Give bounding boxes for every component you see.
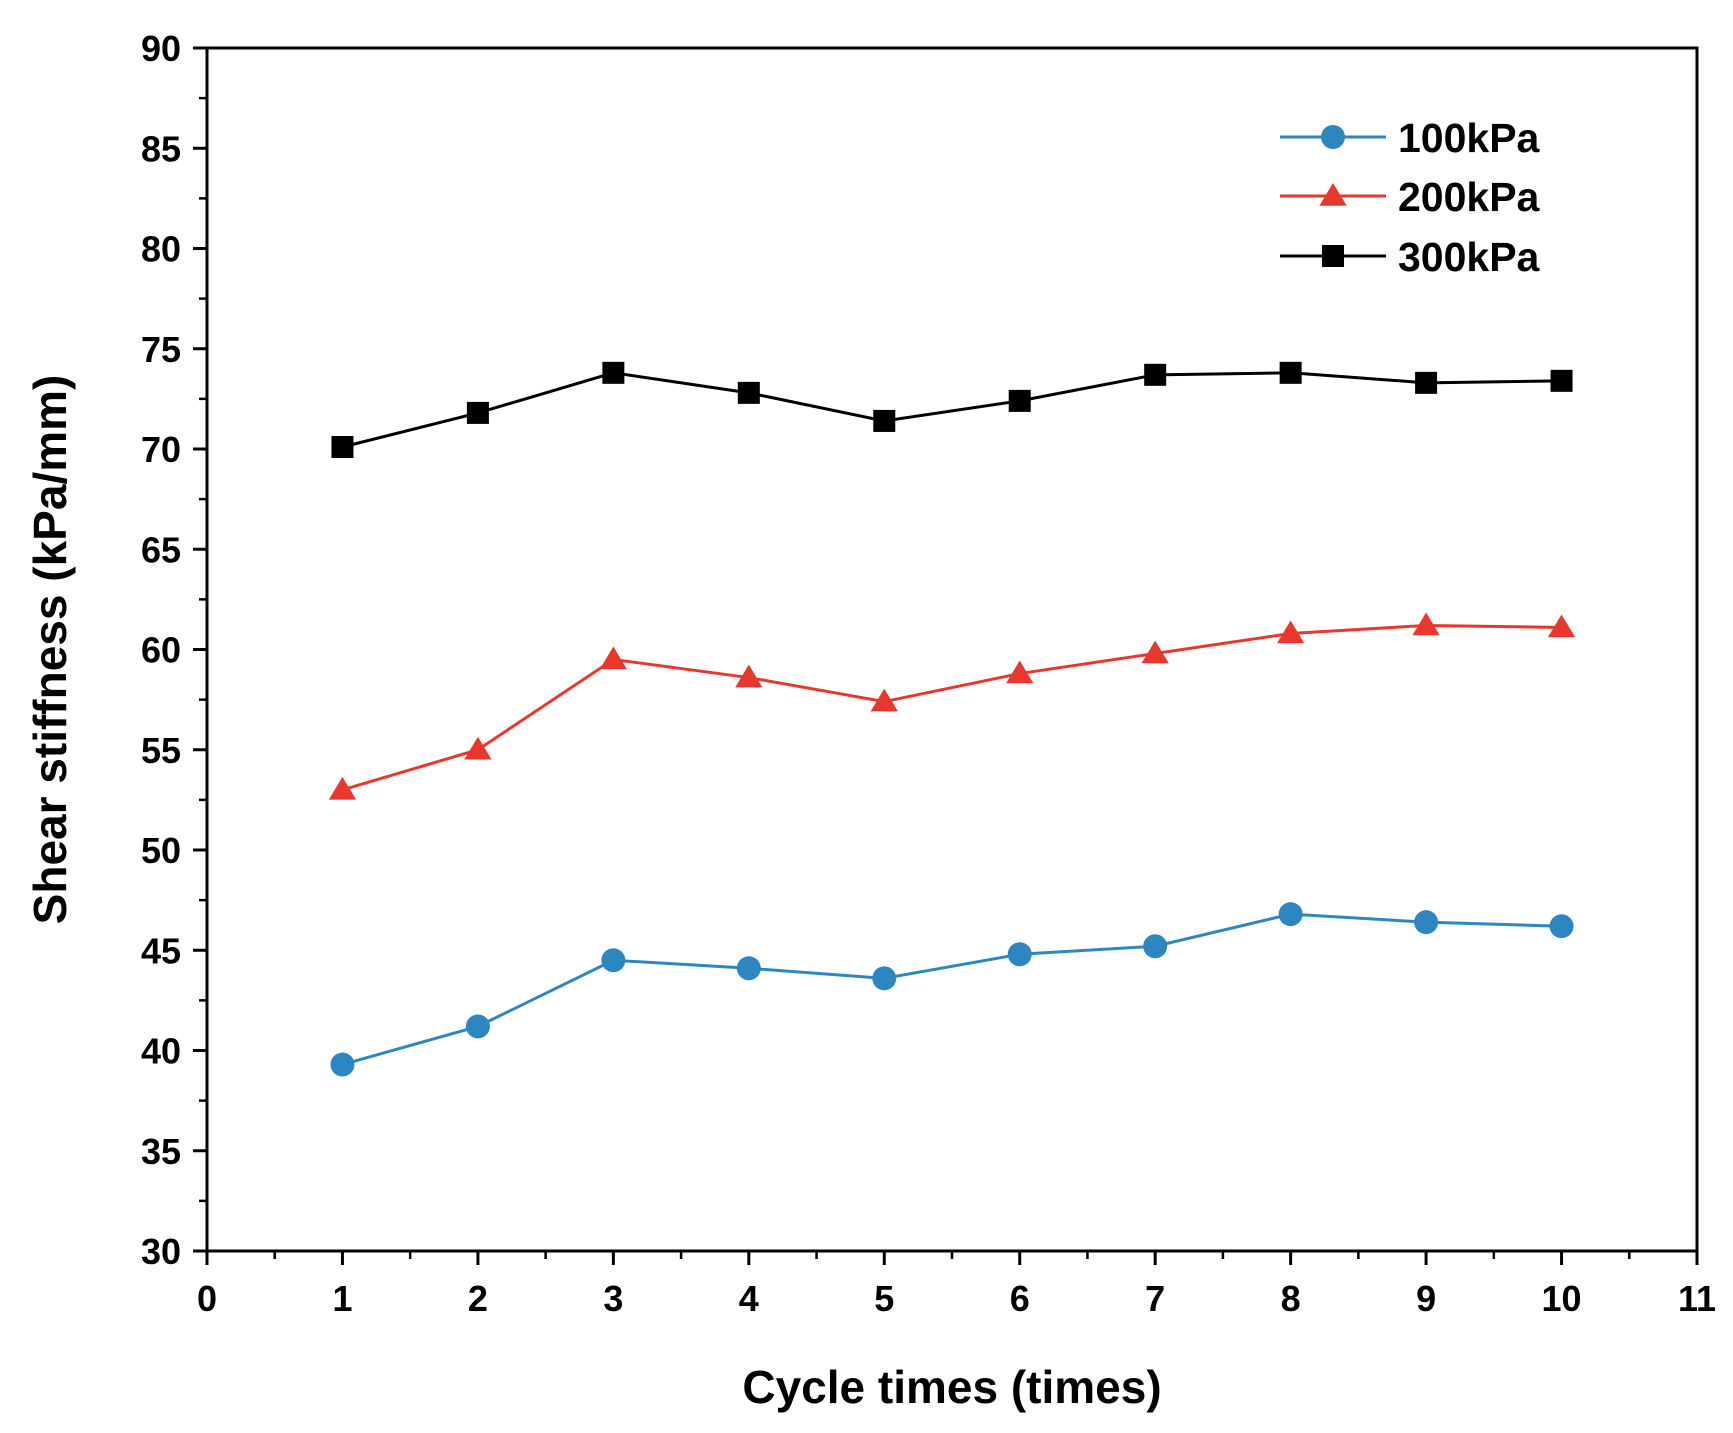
x-axis: 0 1 2 3 4 5 6 7 8 9 10 11 bbox=[197, 1251, 1716, 1319]
legend-item-300kPa: 300kPa bbox=[1280, 234, 1541, 280]
series-layer bbox=[328, 361, 1576, 1077]
x-tick-label: 8 bbox=[1281, 1278, 1301, 1319]
data-point-100kPa bbox=[601, 948, 626, 973]
data-point-300kPa bbox=[1144, 363, 1167, 386]
y-tick-label: 75 bbox=[141, 329, 181, 370]
data-point-300kPa bbox=[602, 361, 625, 384]
data-point-200kPa bbox=[870, 688, 898, 712]
data-point-200kPa bbox=[599, 646, 628, 670]
x-tick-label: 5 bbox=[874, 1278, 894, 1319]
y-axis: 30 35 40 45 50 55 60 65 70 75 80 85 90 bbox=[141, 28, 207, 1272]
x-tick-label: 4 bbox=[739, 1278, 759, 1319]
x-tick-label: 2 bbox=[468, 1278, 488, 1319]
data-point-300kPa bbox=[873, 409, 896, 432]
x-tick-label: 6 bbox=[1010, 1278, 1030, 1319]
y-tick-label: 60 bbox=[141, 630, 181, 671]
data-point-100kPa bbox=[1278, 902, 1303, 927]
y-tick-label: 90 bbox=[141, 28, 181, 69]
data-point-200kPa bbox=[1412, 612, 1440, 636]
y-tick-label: 80 bbox=[141, 229, 181, 270]
y-axis-title: Shear stiffness (kPa/mm) bbox=[24, 375, 76, 925]
data-point-100kPa bbox=[330, 1052, 355, 1077]
x-tick-label: 3 bbox=[603, 1278, 623, 1319]
legend: 100kPa 200kPa 300kPa bbox=[1280, 115, 1541, 280]
x-tick-label: 11 bbox=[1678, 1278, 1716, 1319]
data-point-100kPa bbox=[1143, 934, 1168, 959]
legend-marker-circle bbox=[1321, 125, 1345, 149]
x-tick-label: 9 bbox=[1416, 1278, 1436, 1319]
data-point-200kPa bbox=[735, 664, 763, 688]
data-point-200kPa bbox=[328, 776, 357, 800]
data-point-100kPa bbox=[465, 1014, 490, 1039]
data-point-300kPa bbox=[331, 435, 354, 458]
y-tick-label: 30 bbox=[141, 1231, 181, 1272]
data-point-100kPa bbox=[1414, 910, 1439, 935]
data-point-300kPa bbox=[1279, 361, 1302, 384]
y-tick-label: 50 bbox=[141, 830, 181, 871]
series-200kPa bbox=[328, 612, 1576, 800]
y-tick-label: 55 bbox=[141, 730, 181, 771]
data-point-100kPa bbox=[1549, 914, 1574, 939]
x-axis-title: Cycle times (times) bbox=[742, 1361, 1161, 1413]
series-line-300kPa bbox=[342, 371, 1562, 449]
y-tick-label: 85 bbox=[141, 128, 181, 169]
legend-label: 300kPa bbox=[1398, 234, 1541, 280]
data-point-200kPa bbox=[1141, 640, 1169, 664]
data-point-300kPa bbox=[1415, 371, 1438, 394]
data-point-100kPa bbox=[736, 956, 761, 981]
series-line-200kPa bbox=[342, 623, 1562, 792]
legend-item-100kPa: 100kPa bbox=[1280, 115, 1541, 161]
y-tick-label: 45 bbox=[141, 930, 181, 971]
series-100kPa bbox=[330, 902, 1574, 1077]
legend-marker-square bbox=[1322, 245, 1344, 267]
legend-label: 100kPa bbox=[1398, 115, 1541, 161]
data-point-300kPa bbox=[1008, 389, 1031, 412]
data-point-300kPa bbox=[737, 381, 760, 404]
legend-label: 200kPa bbox=[1398, 174, 1541, 220]
y-tick-label: 40 bbox=[141, 1031, 181, 1072]
data-point-300kPa bbox=[1550, 369, 1573, 392]
data-point-200kPa bbox=[1276, 620, 1305, 644]
y-tick-label: 70 bbox=[141, 429, 181, 470]
data-point-200kPa bbox=[1006, 660, 1034, 684]
y-tick-label: 65 bbox=[141, 529, 181, 570]
legend-marker-triangle bbox=[1319, 183, 1347, 206]
data-point-200kPa bbox=[1547, 614, 1576, 638]
y-tick-label: 35 bbox=[141, 1131, 181, 1172]
data-point-300kPa bbox=[466, 401, 489, 424]
legend-item-200kPa: 200kPa bbox=[1280, 174, 1541, 220]
x-tick-label: 10 bbox=[1542, 1278, 1582, 1319]
data-point-200kPa bbox=[464, 736, 492, 760]
x-tick-label: 0 bbox=[197, 1278, 217, 1319]
series-300kPa bbox=[331, 361, 1573, 458]
series-line-100kPa bbox=[342, 912, 1562, 1066]
data-point-100kPa bbox=[1007, 942, 1032, 967]
x-tick-label: 1 bbox=[332, 1278, 352, 1319]
plot-frame bbox=[205, 46, 1699, 1253]
x-tick-label: 7 bbox=[1145, 1278, 1165, 1319]
data-point-100kPa bbox=[872, 966, 897, 991]
